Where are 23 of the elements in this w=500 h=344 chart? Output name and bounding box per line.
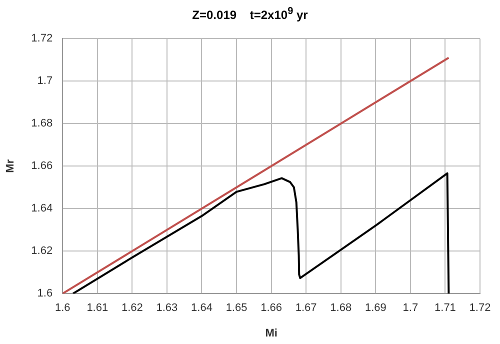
y-tick-label: 1.62 (31, 245, 53, 258)
x-tick-label: 1.61 (86, 302, 108, 314)
chart-title: Z=0.019 t=2x10$^{9}$ yr (191, 6, 309, 22)
x-tick-label: 1.71 (434, 302, 456, 314)
x-tick-label: 1.7 (402, 302, 418, 314)
x-tick-label: 1.68 (330, 302, 352, 314)
x-tick-label: 1.69 (364, 302, 386, 314)
y-tick-label: 1.66 (31, 160, 53, 172)
x-tick-label: 1.6 (54, 302, 70, 314)
y-tick-label: 1.6 (37, 288, 53, 300)
x-tick-label: 1.63 (156, 302, 178, 314)
y-tick-label: 1.64 (31, 202, 53, 215)
y-tick-label: 1.68 (31, 118, 53, 130)
x-axis-title: Mi (265, 327, 278, 340)
x-tick-label: 1.66 (260, 302, 282, 314)
x-tick-label: 1.67 (295, 302, 317, 314)
y-tick-label: 1.72 (31, 32, 53, 45)
y-tick-label: 1.7 (37, 75, 53, 88)
x-tick-label: 1.72 (469, 302, 491, 314)
x-tick-label: 1.65 (226, 302, 248, 314)
y-axis-title: Mr (4, 158, 17, 173)
x-tick-label: 1.62 (121, 302, 143, 314)
x-tick-label: 1.64 (191, 302, 212, 314)
